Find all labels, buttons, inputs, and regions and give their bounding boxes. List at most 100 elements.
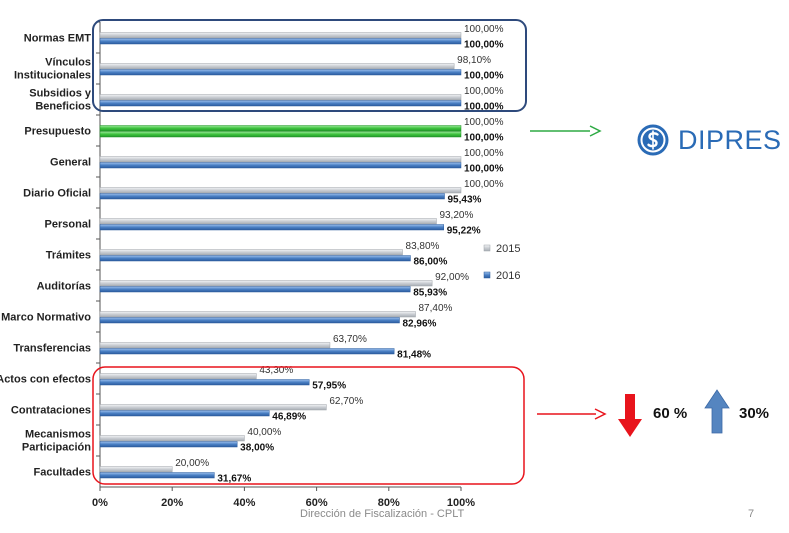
value-label-2015: 100,00% <box>464 117 504 128</box>
value-label-2016: 57,95% <box>312 381 346 392</box>
value-label-2016: 38,00% <box>240 443 274 454</box>
category-label: Mecanismos Participación <box>22 429 91 454</box>
bar-2015 <box>99 218 437 225</box>
bar-2016 <box>99 472 215 479</box>
legend-label-2015: 2015 <box>496 243 520 255</box>
x-tick-label: 100% <box>447 497 475 509</box>
value-label-2015: 100,00% <box>464 179 504 190</box>
dipres-logo: DIPRES <box>636 120 782 160</box>
green-arrow-head <box>589 125 602 137</box>
legend-swatch-2016 <box>483 271 491 279</box>
value-label-2016: 81,48% <box>397 350 431 361</box>
bar-2015 <box>99 249 403 256</box>
down-arrow-icon <box>618 394 642 437</box>
category-label: Subsidios y Beneficios <box>29 88 92 113</box>
value-label-2016: 31,67% <box>217 474 251 485</box>
category-label: Actos con efectos <box>0 374 91 386</box>
down-percentage: 60 % <box>653 405 688 422</box>
bar-2016 <box>99 441 238 448</box>
category-label: Personal <box>45 219 91 231</box>
bar-2015 <box>99 280 433 287</box>
value-label-2015: 20,00% <box>175 458 209 469</box>
value-label-2016: 82,96% <box>402 319 436 330</box>
bar-2015 <box>99 404 327 411</box>
dipres-emblem-icon <box>637 124 669 156</box>
x-tick-label: 80% <box>378 497 400 509</box>
value-label-2015: 100,00% <box>464 148 504 159</box>
category-label: Vínculos Institucionales <box>14 57 91 82</box>
bottom-highlight-box <box>92 366 525 485</box>
bar-2016 <box>99 69 462 76</box>
value-label-2016: 95,43% <box>448 195 482 206</box>
category-label: General <box>50 157 91 169</box>
value-label-2016: 95,22% <box>447 226 481 237</box>
value-label-2016: 100,00% <box>464 102 504 113</box>
bar-2016 <box>99 317 400 324</box>
bar-2015 <box>99 373 257 380</box>
value-label-2015: 43,30% <box>259 365 293 376</box>
category-label: Marco Normativo <box>1 312 91 324</box>
value-label-2016: 100,00% <box>464 133 504 144</box>
labels-layer: Normas EMT 100,00% 100,00% Vínculos Instituc… <box>0 24 504 485</box>
category-label: Trámites <box>46 250 91 262</box>
bar-2016 <box>99 348 395 355</box>
value-label-2016: 100,00% <box>464 71 504 82</box>
category-label: Presupuesto <box>24 126 91 138</box>
bar-2016 <box>99 286 411 293</box>
category-label: Transferencias <box>13 343 91 355</box>
bars-layer <box>99 32 462 479</box>
bar-2016 <box>99 224 444 231</box>
x-tick-label: 20% <box>161 497 183 509</box>
page-number: 7 <box>748 508 755 520</box>
value-label-2016: 100,00% <box>464 164 504 175</box>
value-label-2015: 92,00% <box>435 272 469 283</box>
value-label-2015: 62,70% <box>329 396 363 407</box>
value-label-2015: 100,00% <box>464 24 504 35</box>
value-label-2015: 93,20% <box>439 210 473 221</box>
category-label: Normas EMT <box>24 33 92 45</box>
value-label-2016: 46,89% <box>272 412 306 423</box>
top-highlight-box <box>92 19 527 112</box>
bar-2016 <box>99 255 411 262</box>
decoration-layer: 2015 2016 <box>92 19 730 485</box>
bar-2016 <box>99 38 462 45</box>
value-label-2015: 98,10% <box>457 55 491 66</box>
up-percentage: 30% <box>739 405 770 422</box>
bar-2015 <box>99 32 462 39</box>
x-tick-label: 0% <box>92 497 108 509</box>
bar-2015 <box>99 311 416 318</box>
value-label-2015: 40,00% <box>247 427 281 438</box>
legend-label-2016: 2016 <box>496 270 520 282</box>
value-label-2016: 85,93% <box>413 288 447 299</box>
up-arrow-icon <box>704 389 730 434</box>
value-label-2016: 100,00% <box>464 40 504 51</box>
bar-2015 <box>99 156 462 163</box>
dipres-logo-text: DIPRES <box>678 124 782 155</box>
bar-2016 <box>99 410 270 417</box>
bar-2016 <box>99 379 310 386</box>
bar-2016 <box>99 131 462 138</box>
value-label-2015: 83,80% <box>406 241 440 252</box>
bar-2015 <box>99 125 462 132</box>
x-tick-label: 60% <box>306 497 328 509</box>
bar-2015 <box>99 187 462 194</box>
bar-2015 <box>99 435 245 442</box>
red-arrow-head <box>594 408 607 420</box>
value-label-2015: 87,40% <box>419 303 453 314</box>
category-label: Diario Oficial <box>23 188 91 200</box>
value-label-2015: 63,70% <box>333 334 367 345</box>
bar-2015 <box>99 342 331 349</box>
bar-2016 <box>99 100 462 107</box>
category-label: Facultades <box>34 467 91 479</box>
value-label-2015: 100,00% <box>464 86 504 97</box>
value-label-2016: 86,00% <box>413 257 447 268</box>
bar-2016 <box>99 162 462 169</box>
bar-2015 <box>99 466 173 473</box>
footer-text: Dirección de Fiscalización - CPLT <box>300 508 465 520</box>
category-label: Auditorías <box>37 281 91 293</box>
x-tick-label: 40% <box>233 497 255 509</box>
bar-2016 <box>99 193 445 200</box>
bar-2015 <box>99 94 462 101</box>
category-label: Contrataciones <box>11 405 91 417</box>
